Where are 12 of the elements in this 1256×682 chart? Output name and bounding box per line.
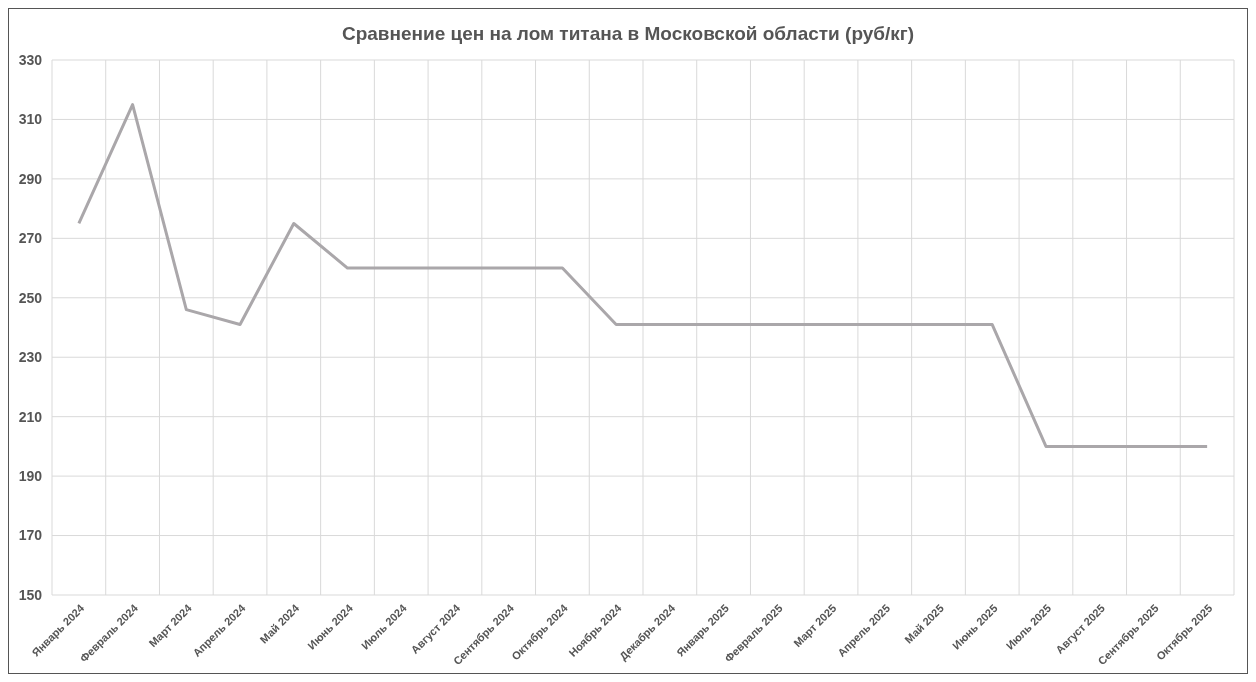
y-tick-label: 150: [18, 586, 43, 603]
y-tick-label: 230: [18, 349, 43, 366]
y-tick-label: 210: [18, 408, 43, 425]
line-series: [77, 103, 1209, 448]
y-tick-label: 190: [18, 468, 43, 485]
y-tick-label: 310: [18, 111, 43, 128]
y-tick-label: 250: [18, 289, 43, 306]
y-tick-label: 170: [18, 527, 43, 544]
chart-title: Сравнение цен на лом титана в Московской области (руб/кг): [341, 23, 915, 44]
y-tick-label: 330: [18, 51, 43, 68]
y-tick-label: 270: [18, 230, 43, 247]
y-tick-label: 290: [18, 170, 43, 187]
